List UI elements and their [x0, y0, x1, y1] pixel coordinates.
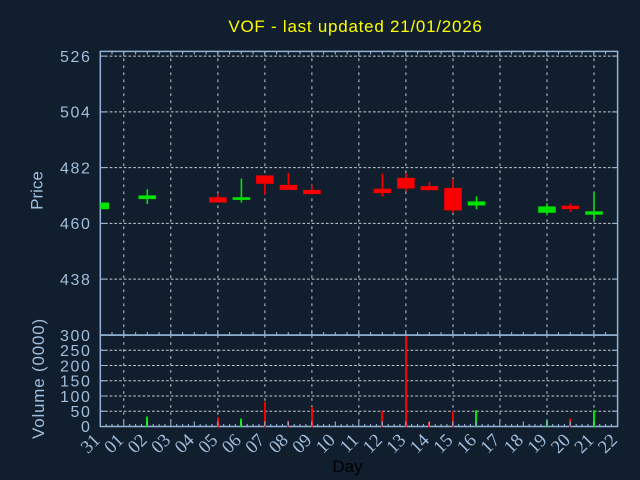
svg-text:50: 50 [71, 404, 92, 421]
svg-text:438: 438 [60, 272, 92, 289]
svg-text:200: 200 [60, 358, 92, 375]
svg-text:482: 482 [60, 160, 92, 177]
svg-text:100: 100 [60, 389, 92, 406]
svg-text:Price: Price [28, 171, 47, 210]
svg-text:Day: Day [332, 457, 363, 476]
svg-text:504: 504 [60, 105, 92, 122]
svg-text:VOF - last updated 21/01/2026: VOF - last updated 21/01/2026 [228, 17, 482, 36]
svg-text:Volume (0000): Volume (0000) [29, 318, 48, 439]
svg-text:250: 250 [60, 343, 92, 360]
svg-text:0: 0 [81, 419, 92, 436]
svg-text:526: 526 [60, 49, 92, 66]
svg-text:150: 150 [60, 374, 92, 391]
svg-text:460: 460 [60, 216, 92, 233]
svg-text:300: 300 [60, 328, 92, 345]
